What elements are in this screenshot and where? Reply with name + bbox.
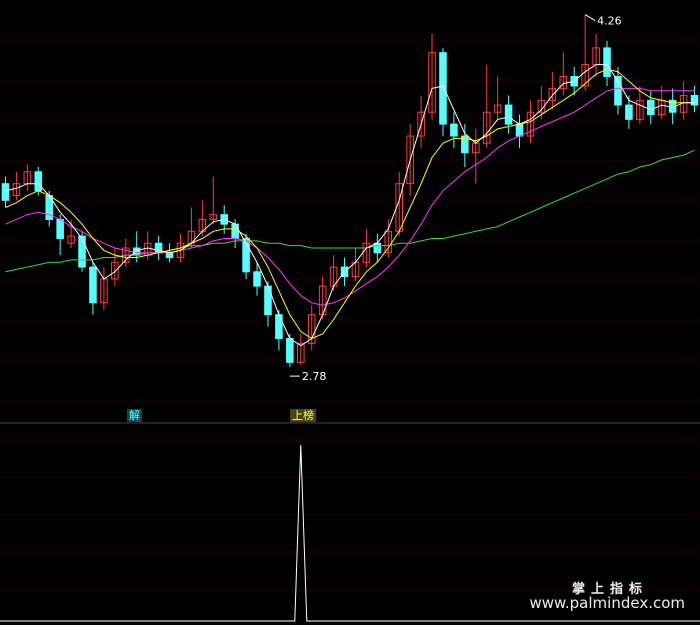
candle-body xyxy=(581,64,589,87)
annotations: 4.26 2.78 xyxy=(289,14,622,383)
candle-body xyxy=(89,266,97,304)
candle-body xyxy=(417,111,425,137)
candle-body xyxy=(406,135,414,185)
candle-body xyxy=(636,99,644,120)
ma-green-line xyxy=(5,149,695,273)
candle-body xyxy=(526,111,535,137)
candle-body xyxy=(450,123,458,137)
candle-body xyxy=(231,223,239,239)
candle-body xyxy=(482,111,491,144)
high-price-label: 4.26 xyxy=(597,15,622,28)
candle-body xyxy=(614,75,622,106)
watermark-url: www.palmindex.com xyxy=(529,594,685,612)
candle-body xyxy=(515,123,524,137)
candle-body xyxy=(264,285,272,316)
candle-body xyxy=(111,261,119,280)
candle-body xyxy=(548,87,557,101)
moving-averages xyxy=(5,64,695,347)
candle-body xyxy=(625,104,633,120)
candle-body xyxy=(56,218,64,239)
candle-body xyxy=(603,47,611,77)
signal-spike-line xyxy=(0,444,700,622)
candle-body xyxy=(253,271,261,287)
candle-body xyxy=(176,242,185,259)
candle-body xyxy=(209,214,218,220)
candle-body xyxy=(242,237,250,273)
candle-body xyxy=(78,235,86,268)
candle-body xyxy=(132,247,141,256)
candle-body xyxy=(461,135,469,154)
indicator-panel xyxy=(0,444,700,622)
candle-body xyxy=(165,252,174,259)
candle-body xyxy=(275,314,283,340)
candle-body xyxy=(493,104,502,113)
candle-body xyxy=(428,52,436,113)
candle-body xyxy=(384,230,393,254)
ma-magenta-line xyxy=(5,87,695,306)
candle-body xyxy=(504,104,513,125)
buy-signal-tag: 上榜 xyxy=(290,409,316,422)
watermark-title: 掌上指标 xyxy=(571,582,648,597)
candle-body xyxy=(647,99,655,116)
candle-body xyxy=(690,95,699,106)
candle-body xyxy=(307,314,316,344)
candlesticks xyxy=(1,14,699,368)
candle-body xyxy=(67,235,75,244)
candle-body xyxy=(1,183,10,201)
sell-signal-tag: 解 xyxy=(127,409,142,422)
high-arrow xyxy=(584,14,596,21)
low-price-label: 2.78 xyxy=(302,370,327,383)
ma-white-line xyxy=(5,64,695,347)
candle-body xyxy=(439,52,447,125)
candle-body xyxy=(297,342,305,363)
ma-yellow-line xyxy=(5,68,695,340)
candle-body xyxy=(34,171,43,192)
grid-lines xyxy=(0,39,700,591)
candle-body xyxy=(286,338,294,363)
